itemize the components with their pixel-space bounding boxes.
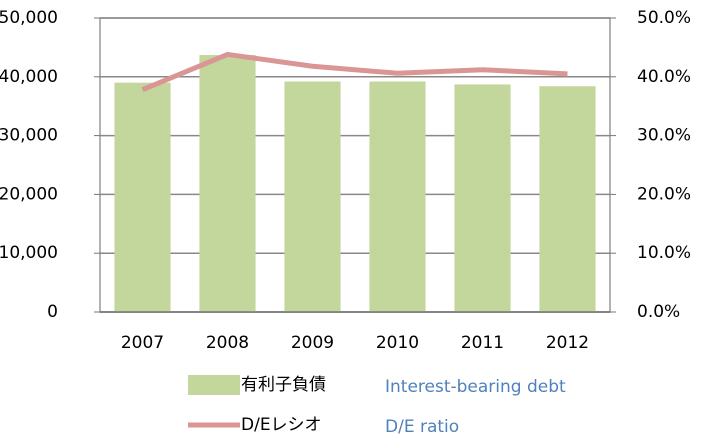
line [141, 51, 568, 93]
y2-tick-label: 20.0% [637, 184, 691, 204]
x-tick-label: 2012 [546, 333, 589, 353]
bar [454, 84, 511, 312]
y-tick-label: 40,000 [0, 67, 58, 87]
x-tick-label: 2008 [206, 333, 249, 353]
x-tick-label: 2009 [291, 333, 334, 353]
y-tick-label: 10,000 [0, 243, 58, 263]
x-tick-label: 2011 [461, 333, 504, 353]
legend-swatch [188, 375, 240, 395]
bar [114, 82, 171, 313]
annotation: Interest-bearing debt [385, 377, 566, 397]
y2-tick-label: 40.0% [637, 67, 691, 87]
y-tick-label: 50,000 [0, 8, 58, 28]
y-tick-label: 20,000 [0, 184, 58, 204]
bar [369, 81, 426, 312]
y2-tick-label: 50.0% [637, 8, 691, 28]
bar [539, 86, 596, 312]
x-tick-label: 2007 [121, 333, 164, 353]
y-tick-label: 0 [47, 302, 58, 322]
x-tick-label: 2010 [376, 333, 419, 353]
bar [284, 81, 341, 312]
annotation: D/E ratio [385, 417, 459, 437]
y2-tick-label: 0.0% [637, 302, 680, 322]
y2-tick-label: 30.0% [637, 126, 691, 146]
y2-tick-label: 10.0% [637, 243, 691, 263]
bar [199, 55, 256, 312]
legend-label: D/Eレシオ [241, 415, 322, 435]
plot-area [99, 17, 611, 313]
y-tick-label: 30,000 [0, 126, 58, 146]
legend-label: 有利子負債 [241, 375, 326, 395]
